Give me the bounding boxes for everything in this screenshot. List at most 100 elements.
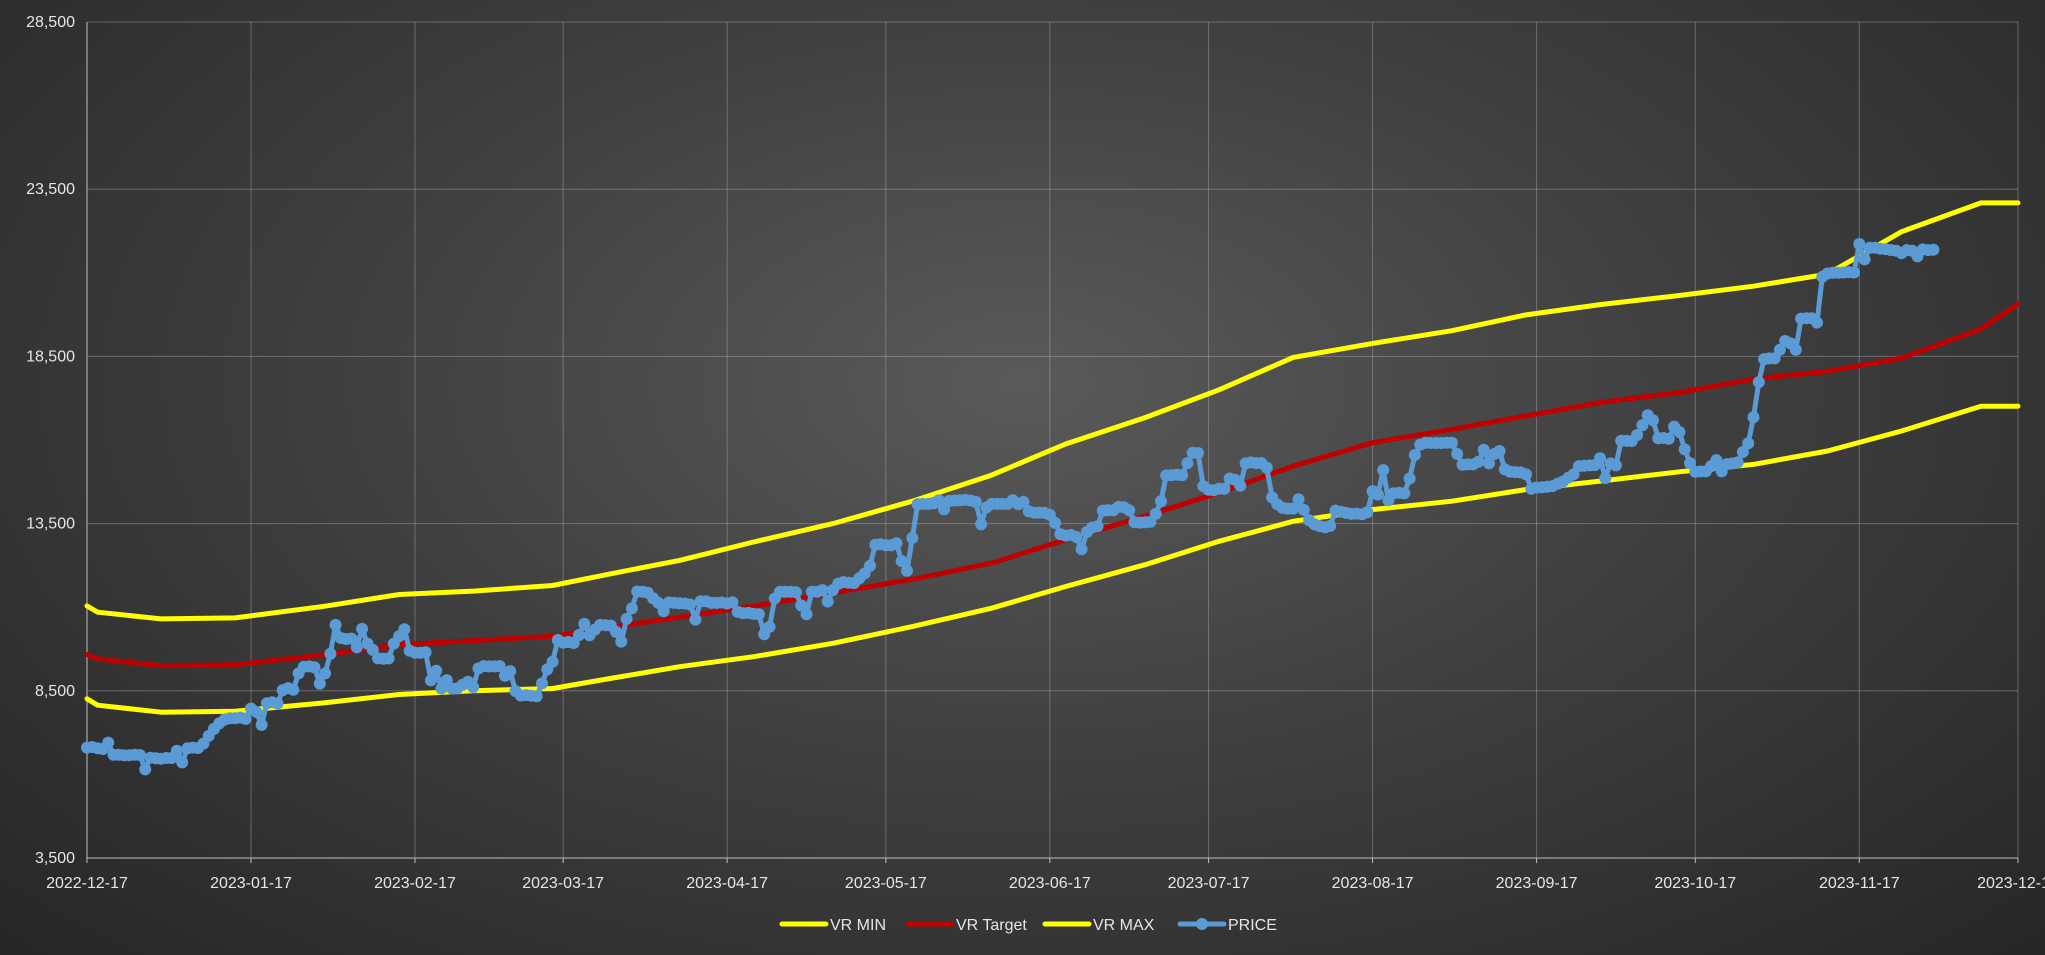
price-marker (969, 495, 982, 508)
price-marker (578, 617, 591, 630)
price-marker (1647, 414, 1659, 427)
price-marker (1477, 443, 1490, 456)
price-marker (504, 665, 517, 678)
grid (86, 21, 2019, 859)
price-marker (139, 763, 152, 776)
y-tick-label: 8,500 (35, 683, 75, 700)
price-marker (1768, 352, 1781, 365)
price-marker (890, 537, 903, 550)
price-marker (657, 605, 670, 618)
price-marker (102, 736, 115, 749)
price-marker (1155, 495, 1167, 508)
price-marker (1398, 487, 1411, 500)
price-marker (1678, 443, 1691, 456)
x-tick-label: 2023-07-17 (1168, 875, 1250, 892)
price-marker (1017, 495, 1030, 508)
price-marker (1848, 266, 1860, 279)
price-marker (1736, 446, 1749, 458)
price-marker (1684, 457, 1696, 470)
price-marker (1123, 504, 1136, 517)
price-marker (1747, 411, 1760, 424)
price-marker (313, 677, 326, 690)
price-marker (430, 664, 443, 677)
x-tick-label: 2023-10-17 (1654, 875, 1736, 892)
price-marker (239, 712, 252, 725)
price-marker (1070, 531, 1083, 543)
x-tick-label: 2023-09-17 (1496, 875, 1578, 892)
price-marker (1234, 479, 1247, 492)
price-marker (864, 559, 876, 572)
tick-labels: 3,500 8,500 13,500 18,500 23,500 28,500 2022-1… (26, 14, 2045, 892)
price-marker (726, 596, 739, 609)
price-marker (1710, 454, 1723, 467)
price-marker (800, 608, 813, 621)
x-tick-label: 2023-08-17 (1332, 875, 1414, 892)
price-marker (493, 660, 506, 673)
x-tick-label: 2023-06-17 (1009, 875, 1091, 892)
price-marker (1377, 464, 1390, 477)
series-vr-target (84, 301, 2021, 669)
legend-label: PRICE (1228, 917, 1277, 934)
y-tick-label: 3,500 (35, 850, 75, 867)
price-marker (975, 518, 988, 531)
axes (86, 22, 2019, 863)
price-marker (1811, 316, 1823, 329)
legend: VR MIN VR Target VR MAX PRICE (779, 917, 1277, 934)
price-marker (573, 629, 585, 641)
price-marker (1403, 472, 1416, 485)
x-tick-label: 2023-01-17 (210, 875, 292, 892)
price-marker (350, 641, 363, 654)
y-tick-label: 13,500 (26, 516, 75, 533)
x-tick-label: 2023-03-17 (522, 875, 604, 892)
price-marker (1451, 448, 1464, 460)
price-marker (1176, 469, 1189, 482)
price-marker (1472, 455, 1485, 468)
legend-item: VR Target (905, 917, 1027, 934)
price-marker (176, 756, 189, 769)
price-marker (1631, 429, 1644, 441)
price-marker (1773, 343, 1786, 356)
price-marker (821, 595, 834, 608)
price-marker (467, 681, 480, 694)
price-marker (620, 612, 633, 625)
x-tick-label: 2023-05-17 (845, 875, 927, 892)
price-marker (789, 586, 802, 599)
price-marker (546, 655, 559, 668)
price-marker (345, 632, 358, 645)
price-marker (255, 718, 268, 731)
price-marker (1599, 472, 1612, 485)
legend-marker (1196, 918, 1208, 930)
price-marker (308, 661, 321, 674)
price-marker (1181, 457, 1194, 470)
price-marker (816, 584, 829, 597)
price-marker (1075, 543, 1088, 556)
price-marker (271, 697, 284, 710)
price-marker (319, 667, 332, 680)
plot-area (81, 200, 2021, 776)
price-marker (1853, 238, 1866, 250)
series-line (84, 200, 2021, 622)
series-line (84, 301, 2021, 669)
price-marker (1287, 502, 1300, 515)
legend-item: VR MAX (1042, 917, 1155, 934)
x-tick-label: 2023-04-17 (686, 875, 768, 892)
price-marker (1324, 519, 1337, 532)
price-marker (684, 598, 697, 611)
price-marker (366, 643, 379, 656)
series-vr-max (84, 200, 2021, 622)
price-marker (895, 555, 908, 568)
price-marker (1049, 516, 1062, 529)
price-marker (1260, 461, 1273, 474)
x-tick-label: 2023-12-17 (1977, 875, 2045, 892)
price-marker (906, 532, 919, 544)
legend-label: VR Target (956, 917, 1027, 934)
price-marker (1297, 503, 1310, 516)
price-marker (1927, 243, 1940, 256)
price-marker (1789, 343, 1802, 356)
price-marker (1091, 520, 1104, 533)
price-marker (324, 647, 337, 660)
price-marker (795, 599, 808, 612)
price-marker (170, 744, 183, 757)
price-marker (1361, 506, 1374, 519)
